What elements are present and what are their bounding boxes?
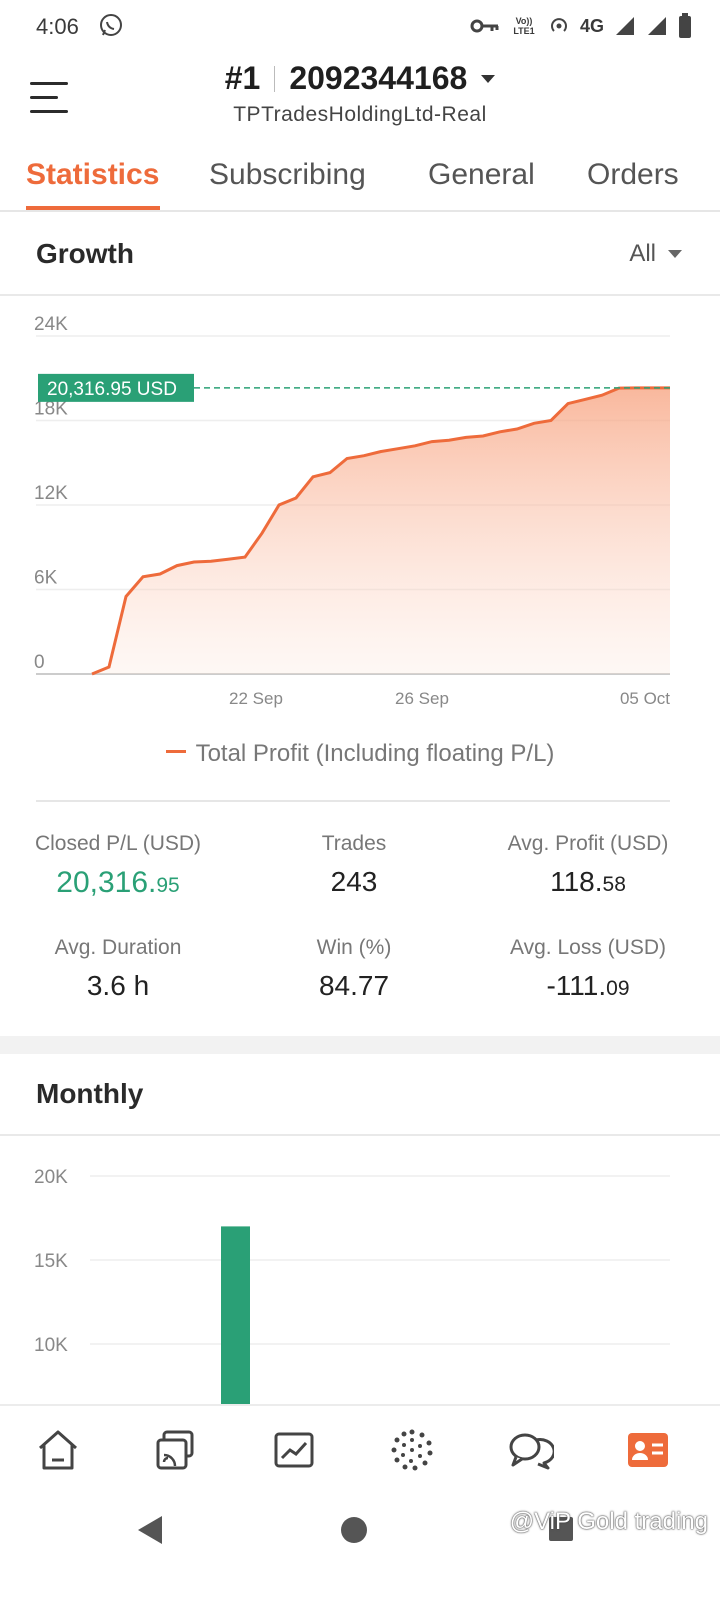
stat-value: 84.77	[318, 970, 390, 1001]
account-number: 2092344168	[289, 60, 468, 96]
stat-avg-loss: Avg. Loss (USD) -111.09	[502, 936, 674, 1002]
back-icon[interactable]	[134, 1514, 164, 1546]
stat-label: Avg. Duration	[54, 936, 182, 959]
status-bar: 4:06 Vo)) LTE1 4G	[0, 0, 720, 52]
stat-label: Win (%)	[316, 936, 392, 959]
divider	[0, 294, 720, 296]
account-rank: #1	[224, 60, 261, 96]
copy-trade-icon[interactable]	[152, 1426, 200, 1474]
growth-title: Growth	[36, 238, 134, 269]
tab-subscribing[interactable]: Subscribing	[209, 158, 366, 191]
tab-bar: Statistics Subscribing General Orders	[0, 150, 720, 212]
signal-2-icon	[648, 17, 666, 35]
x-tick-label: 26 Sep	[395, 689, 449, 708]
watermark: @ViP Gold trading	[509, 1508, 708, 1535]
stat-value: -111.09	[546, 970, 630, 1001]
chevron-down-icon	[481, 74, 496, 83]
stat-closed-pl: Closed P/L (USD) 20,316.95	[20, 832, 216, 900]
stat-win-rate: Win (%) 84.77	[264, 936, 444, 1002]
y-tick-label: 15K	[34, 1251, 68, 1272]
growth-chart: 0 6K 12K 18K 24K 20,316.95 USD 22 Sep 26 Sep 0…	[34, 314, 670, 708]
stat-value: 243	[330, 866, 378, 897]
y-tick-label: 10K	[34, 1335, 68, 1356]
y-tick-label: 18K	[34, 399, 68, 420]
account-header: #1 2092344168 TPTradesHoldingLtd-Real	[0, 60, 720, 127]
separator	[274, 65, 276, 92]
status-icons: Vo)) LTE1 4G	[470, 12, 692, 40]
current-value-badge	[38, 373, 194, 402]
stat-label: Avg. Loss (USD)	[510, 936, 666, 959]
recents-icon[interactable]	[548, 1516, 574, 1542]
monthly-title: Monthly	[36, 1078, 144, 1109]
monthly-bar	[221, 1226, 250, 1404]
divider	[36, 800, 670, 802]
stat-avg-profit: Avg. Profit (USD) 118.58	[502, 832, 674, 898]
menu-button[interactable]	[30, 80, 70, 116]
home-icon[interactable]	[34, 1426, 82, 1474]
chart-icon[interactable]	[270, 1426, 318, 1474]
legend-swatch	[165, 750, 186, 754]
chat-icon[interactable]	[506, 1426, 554, 1474]
bottom-nav	[0, 1404, 720, 1496]
y-tick-label: 6K	[34, 568, 58, 589]
signal-icon	[616, 17, 634, 35]
community-icon[interactable]	[388, 1426, 436, 1474]
legend-label: Total Profit (Including floating P/L)	[195, 740, 555, 767]
hotspot-icon	[551, 18, 567, 32]
chevron-down-icon	[668, 250, 682, 258]
monthly-chart: 10K 15K 20K	[34, 1167, 670, 1404]
divider	[0, 1134, 720, 1136]
stat-value: 3.6 h	[86, 970, 150, 1001]
account-server: TPTradesHoldingLtd-Real	[233, 103, 487, 126]
battery-icon	[679, 13, 691, 38]
y-tick-label: 20K	[34, 1167, 68, 1188]
stat-label: Closed P/L (USD)	[34, 832, 202, 855]
tab-orders[interactable]: Orders	[587, 158, 679, 191]
chart-legend: Total Profit (Including floating P/L)	[0, 740, 720, 768]
account-selector[interactable]: #1 2092344168	[225, 60, 496, 97]
growth-line	[91, 386, 670, 676]
stat-value: 20,316.95	[56, 866, 180, 899]
stat-avg-duration: Avg. Duration 3.6 h	[28, 936, 208, 1002]
range-value: All	[629, 240, 656, 267]
active-tab-indicator	[26, 206, 160, 210]
system-nav-bar: @ViP Gold trading	[0, 1496, 720, 1600]
volte-indicator: Vo)) LTE1	[513, 16, 535, 36]
profile-card-icon[interactable]	[624, 1426, 672, 1474]
menu-icon	[30, 82, 68, 85]
tab-general[interactable]: General	[428, 158, 535, 191]
section-spacer	[0, 1036, 720, 1054]
status-time: 4:06	[36, 14, 79, 39]
y-tick-label: 24K	[34, 314, 68, 335]
y-tick-label: 0	[34, 652, 45, 673]
stat-value: 118.58	[550, 866, 626, 897]
current-value-label: 20,316.95 USD	[47, 379, 177, 400]
whatsapp-icon	[100, 14, 122, 36]
range-select[interactable]: All	[629, 240, 682, 268]
network-type: 4G	[579, 15, 604, 36]
growth-area	[92, 387, 670, 674]
x-tick-label: 22 Sep	[229, 689, 283, 708]
tab-statistics[interactable]: Statistics	[26, 158, 160, 191]
stat-trades: Trades 243	[264, 832, 444, 898]
vpn-key-icon	[470, 19, 499, 33]
x-tick-label: 05 Oct	[620, 689, 670, 708]
home-circle-icon[interactable]	[340, 1516, 368, 1544]
y-tick-label: 12K	[34, 483, 68, 504]
stat-label: Trades	[321, 832, 387, 855]
stat-label: Avg. Profit (USD)	[507, 832, 669, 855]
